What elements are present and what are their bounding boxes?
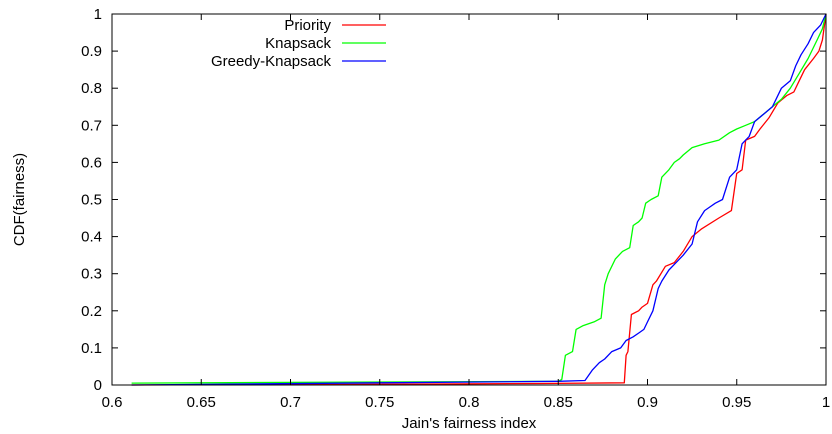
legend-label: Greedy-Knapsack	[211, 53, 332, 70]
y-tick-label: 0.1	[81, 340, 102, 357]
y-tick-label: 0.6	[81, 154, 102, 171]
y-tick-label: 0.5	[81, 192, 102, 209]
x-tick-label: 1	[822, 394, 830, 411]
x-tick-label: 0.65	[187, 394, 216, 411]
y-tick-label: 0.2	[81, 303, 102, 320]
x-tick-label: 0.75	[365, 394, 394, 411]
y-tick-label: 0	[94, 377, 102, 394]
x-tick-label: 0.6	[102, 394, 123, 411]
x-tick-label: 0.9	[637, 394, 658, 411]
x-axis-label: Jain's fairness index	[402, 415, 537, 432]
y-axis-ticks: 0 0.1 0.2 0.3 0.4 0.5 0.6 0.7 0.8 0.9 1	[81, 6, 826, 394]
x-axis-ticks: 0.6 0.65 0.7 0.75 0.8 0.85 0.9 0.95 1	[102, 14, 830, 411]
x-tick-label: 0.8	[459, 394, 480, 411]
y-tick-label: 1	[94, 6, 102, 23]
y-tick-label: 0.7	[81, 117, 102, 134]
plot-series	[131, 13, 827, 386]
series-line-greedy-knapsack	[131, 13, 827, 386]
y-axis-label: CDF(fairness)	[11, 153, 28, 246]
x-tick-label: 0.85	[544, 394, 573, 411]
legend-label: Priority	[284, 17, 331, 34]
x-tick-label: 0.95	[722, 394, 751, 411]
y-tick-label: 0.9	[81, 43, 102, 60]
legend-label: Knapsack	[265, 35, 331, 52]
y-tick-label: 0.8	[81, 80, 102, 97]
y-tick-label: 0.4	[81, 229, 102, 246]
y-tick-label: 0.3	[81, 266, 102, 283]
series-line-knapsack	[131, 13, 827, 384]
series-line-priority	[131, 13, 827, 386]
x-tick-label: 0.7	[280, 394, 301, 411]
